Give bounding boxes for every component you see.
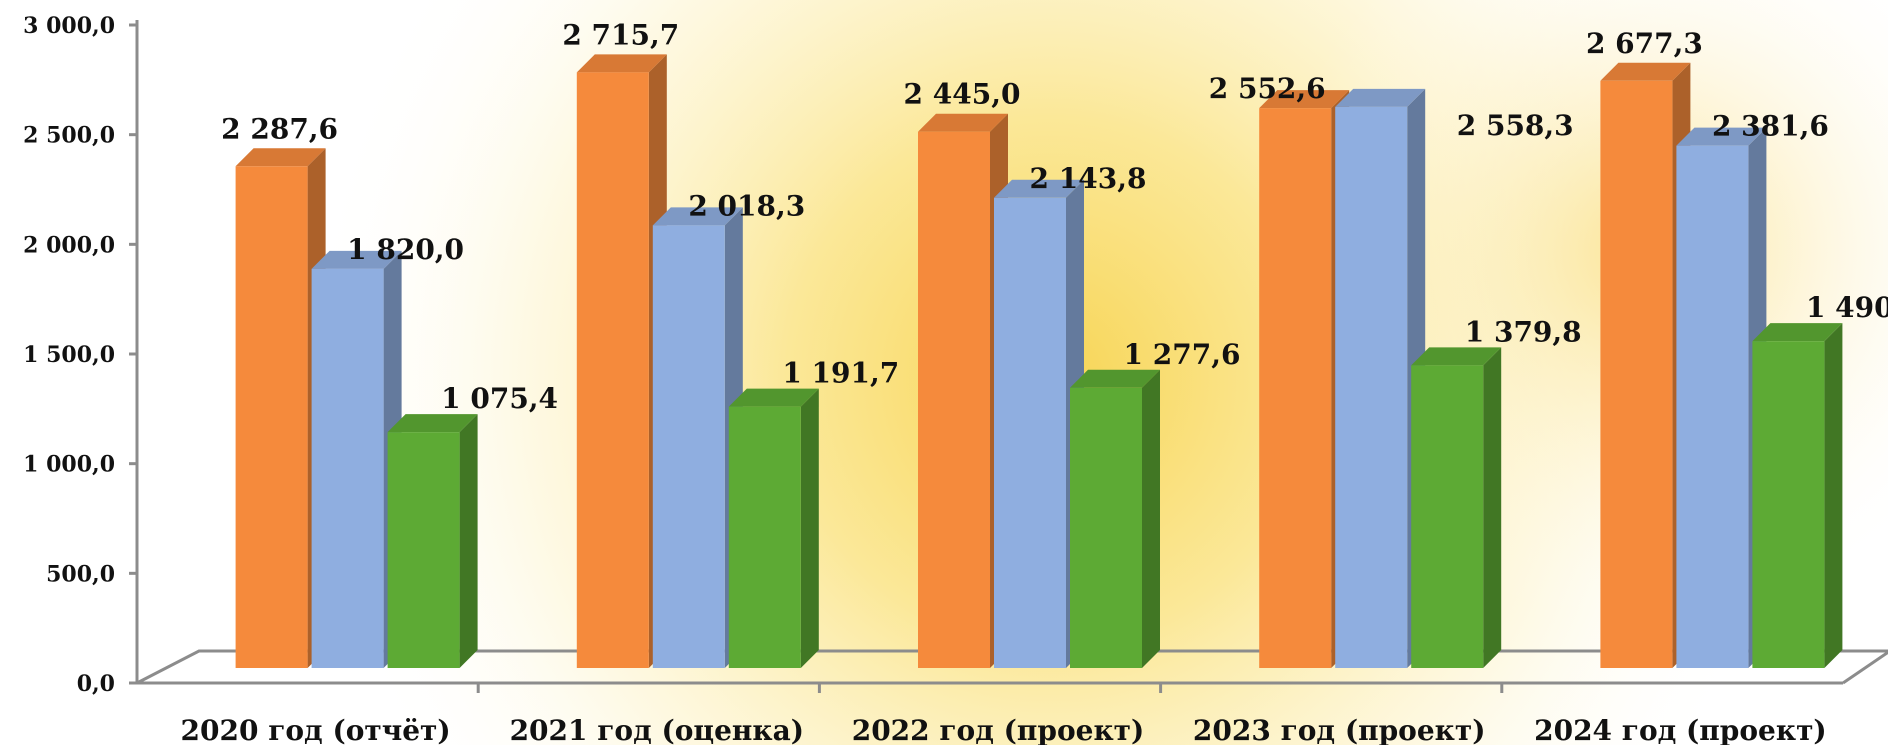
data-label: 2 715,7 bbox=[562, 18, 679, 51]
data-label: 1 075,4 bbox=[441, 382, 558, 415]
bar-top bbox=[311, 250, 402, 269]
bar-top bbox=[576, 54, 667, 73]
bar-front bbox=[1752, 341, 1825, 668]
bar-front bbox=[235, 166, 308, 669]
bar bbox=[1752, 323, 1843, 668]
y-tick-label: 2 000,0 bbox=[23, 232, 115, 258]
bar-front bbox=[387, 432, 460, 668]
y-tick-label: 0,0 bbox=[77, 671, 115, 697]
x-tick-label: 2023 год (проект) bbox=[1193, 714, 1486, 745]
data-label: 2 558,3 bbox=[1457, 109, 1574, 142]
bar-top bbox=[1259, 90, 1350, 109]
y-tick-label: 500,0 bbox=[46, 561, 115, 587]
bar-front bbox=[1335, 106, 1408, 669]
y-tick-label: 1 500,0 bbox=[23, 342, 115, 368]
bar-front bbox=[994, 197, 1066, 668]
x-tick-label: 2021 год (оценка) bbox=[510, 714, 804, 745]
y-tick-label: 1 000,0 bbox=[23, 452, 115, 478]
bar-front bbox=[1259, 108, 1332, 668]
bar bbox=[728, 388, 819, 668]
x-tick-label: 2024 год (проект) bbox=[1534, 714, 1827, 745]
bar-front bbox=[1070, 387, 1142, 668]
bar-top bbox=[1335, 88, 1426, 107]
data-label: 1 490,2 bbox=[1806, 291, 1888, 324]
bar-top bbox=[652, 207, 743, 226]
data-label: 2 287,6 bbox=[221, 112, 338, 145]
x-tick-label: 2022 год (проект) bbox=[852, 714, 1145, 745]
bar-top bbox=[387, 414, 478, 433]
bar-front bbox=[311, 268, 384, 668]
bar-front bbox=[728, 406, 801, 668]
bar-front bbox=[1676, 145, 1749, 668]
bar-top bbox=[235, 148, 326, 167]
bar-side bbox=[800, 388, 819, 668]
bar-front bbox=[652, 225, 725, 669]
bar-side bbox=[1142, 369, 1160, 668]
x-tick-label: 2020 год (отчёт) bbox=[181, 714, 451, 745]
data-label: 1 820,0 bbox=[347, 233, 464, 266]
bar-top bbox=[1752, 323, 1843, 342]
data-label: 1 277,6 bbox=[1124, 338, 1241, 371]
bars bbox=[235, 54, 1843, 669]
data-label: 1 379,8 bbox=[1465, 315, 1582, 348]
bar bbox=[1600, 62, 1691, 668]
bar-front bbox=[576, 72, 649, 669]
data-label: 2 381,6 bbox=[1712, 110, 1829, 143]
data-label: 2 677,3 bbox=[1586, 27, 1703, 60]
bar-top bbox=[1600, 62, 1691, 81]
data-label: 2 552,6 bbox=[1209, 72, 1326, 105]
axes: 0,0 500,0 1 000,0 1 500,0 2 000,0 2 500,0 3 00… bbox=[23, 13, 1888, 745]
bar-front bbox=[1411, 365, 1484, 668]
y-tick-label: 3 000,0 bbox=[23, 13, 115, 39]
bar bbox=[387, 414, 478, 668]
bar-top bbox=[1411, 347, 1502, 366]
data-label: 1 191,7 bbox=[782, 357, 899, 390]
data-labels: 2 287,6 1 820,0 1 075,4 2 715,7 2 018,3 1 191… bbox=[221, 18, 1888, 415]
bar-front bbox=[1600, 80, 1673, 668]
bar bbox=[1070, 369, 1160, 668]
bar-top bbox=[918, 113, 1008, 132]
bar-side bbox=[1483, 347, 1502, 668]
bar-top bbox=[1070, 369, 1160, 388]
bar-front bbox=[918, 131, 990, 669]
bar-side bbox=[459, 414, 478, 668]
data-label: 2 445,0 bbox=[904, 78, 1021, 111]
data-label: 2 018,3 bbox=[688, 189, 805, 222]
bar bbox=[1411, 347, 1502, 668]
bar-side bbox=[1824, 323, 1843, 668]
y-tick-label: 2 500,0 bbox=[23, 123, 115, 149]
bar-top bbox=[728, 388, 819, 407]
bar-top bbox=[1676, 127, 1767, 146]
bar-top bbox=[994, 179, 1084, 198]
data-label: 2 143,8 bbox=[1030, 162, 1147, 195]
